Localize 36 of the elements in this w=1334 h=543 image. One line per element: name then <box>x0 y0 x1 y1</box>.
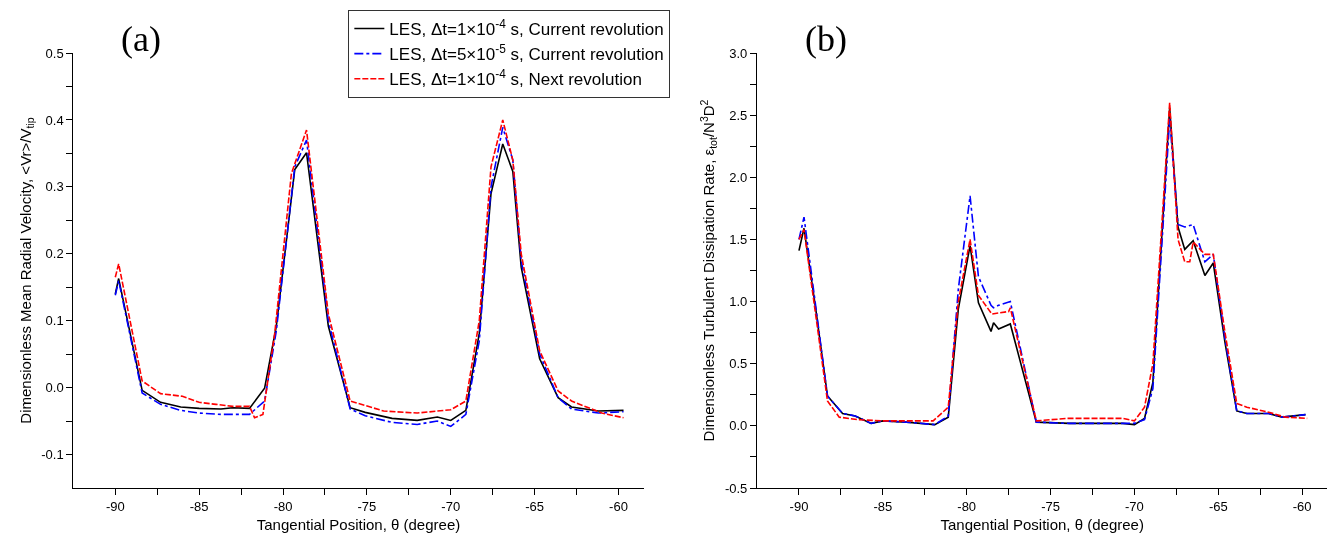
x-tick-label: -65 <box>1208 498 1228 514</box>
y-tick-label: 0.5 <box>729 356 748 372</box>
x-tick-label: -65 <box>525 498 545 514</box>
y-tick-label: 2.0 <box>729 169 748 185</box>
x-axis-title: Tangential Position, θ (degree) <box>256 515 461 533</box>
y-tick-label: 0.4 <box>45 112 64 128</box>
legend-label: LES, Δt=1×10$^{-4}$ s, Current revolution <box>389 17 664 40</box>
x-tick-label: -85 <box>873 498 893 514</box>
y-tick-label: 1.0 <box>729 294 748 310</box>
chart-title: (b) <box>805 19 847 59</box>
y-tick-label: 0.2 <box>45 246 64 262</box>
y-tick-label: 0.3 <box>45 179 64 195</box>
x-tick-label: -80 <box>273 498 293 514</box>
legend-label: LES, Δt=5×10$^{-5}$ s, Current revolution <box>389 42 664 65</box>
y-tick-label: 3.0 <box>729 45 748 61</box>
y-tick-label: 1.5 <box>729 231 748 247</box>
x-tick-label: -75 <box>357 498 377 514</box>
x-tick-label: -75 <box>1041 498 1060 514</box>
x-tick-label: -70 <box>441 498 461 514</box>
y-tick-label: -0.1 <box>41 447 64 463</box>
legend-label: LES, Δt=1×10$^{-4}$ s, Next revolution <box>389 67 642 90</box>
x-axis-title: Tangential Position, θ (degree) <box>940 515 1144 533</box>
y-tick-label: 0.0 <box>45 380 64 396</box>
y-tick-label: -0.5 <box>724 480 748 496</box>
x-tick-label: -60 <box>1292 498 1312 514</box>
chart-title: (a) <box>121 19 161 59</box>
y-tick-label: 0.0 <box>729 418 748 434</box>
x-tick-label: -90 <box>105 498 125 514</box>
y-tick-label: 0.1 <box>45 313 64 329</box>
x-tick-label: -80 <box>957 498 977 514</box>
x-tick-label: -85 <box>189 498 209 514</box>
x-tick-label: -70 <box>1125 498 1144 514</box>
y-tick-label: 2.5 <box>729 107 748 123</box>
y-tick-label: 0.5 <box>45 45 64 61</box>
x-tick-label: -90 <box>789 498 809 514</box>
x-tick-label: -60 <box>609 498 628 514</box>
